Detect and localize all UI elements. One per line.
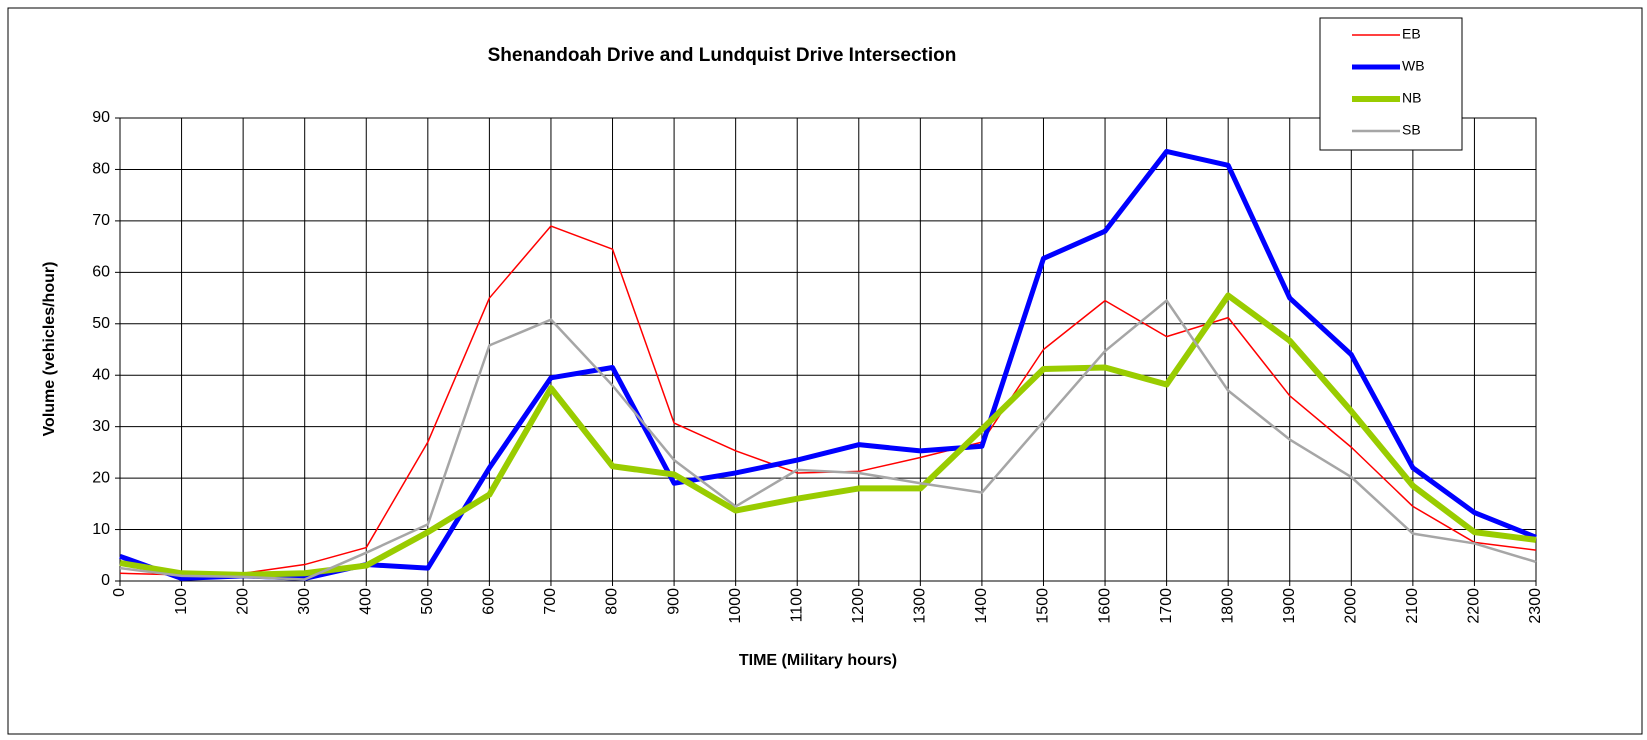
x-tick-label: 1100 (788, 588, 805, 623)
legend-label: EB (1402, 26, 1421, 42)
y-tick-label: 80 (92, 161, 110, 178)
y-tick-label: 20 (92, 469, 110, 486)
x-tick-label: 1300 (912, 588, 929, 624)
x-tick-label: 1200 (850, 588, 867, 624)
x-tick-label: 2100 (1404, 588, 1421, 624)
x-tick-label: 1000 (727, 588, 744, 624)
y-tick-label: 70 (92, 212, 110, 229)
x-tick-label: 2000 (1343, 588, 1360, 624)
x-tick-label: 400 (357, 588, 374, 615)
y-axis-label: Volume (vehicles/hour) (41, 262, 58, 437)
x-tick-label: 800 (604, 588, 621, 615)
x-tick-label: 300 (296, 588, 313, 615)
x-tick-label: 900 (665, 588, 682, 615)
x-axis-label: TIME (Military hours) (739, 652, 897, 669)
x-tick-label: 0 (111, 588, 128, 597)
y-tick-label: 0 (101, 572, 110, 589)
y-tick-label: 40 (92, 366, 110, 383)
x-tick-label: 1900 (1281, 588, 1298, 624)
x-tick-label: 1400 (973, 588, 990, 624)
x-tick-label: 1600 (1096, 588, 1113, 624)
plot-area (119, 117, 1537, 582)
y-tick-label: 50 (92, 315, 110, 332)
x-tick-label: 1800 (1219, 588, 1236, 624)
y-tick-label: 90 (92, 109, 110, 126)
series-line (119, 292, 1537, 578)
x-tick-label: 100 (173, 588, 190, 615)
chart-title: Shenandoah Drive and Lundquist Drive Int… (488, 45, 957, 66)
y-tick-label: 60 (92, 264, 110, 281)
legend-label: SB (1402, 122, 1421, 138)
x-tick-label: 200 (234, 588, 251, 615)
series-line (119, 299, 1537, 581)
x-tick-label: 2300 (1527, 588, 1544, 624)
y-tick-label: 10 (92, 521, 110, 538)
legend: EB WB NB SB (1319, 17, 1463, 151)
y-tick-label: 30 (92, 418, 110, 435)
legend-label: NB (1402, 90, 1421, 106)
legend-label: WB (1402, 58, 1425, 74)
x-tick-label: 600 (481, 588, 498, 615)
x-tick-label: 700 (542, 588, 559, 615)
x-tick-label: 2200 (1466, 588, 1483, 624)
legend-box (1319, 17, 1463, 151)
x-tick-label: 1700 (1158, 588, 1175, 624)
x-tick-label: 500 (419, 588, 436, 615)
x-tick-label: 1500 (1035, 588, 1052, 624)
